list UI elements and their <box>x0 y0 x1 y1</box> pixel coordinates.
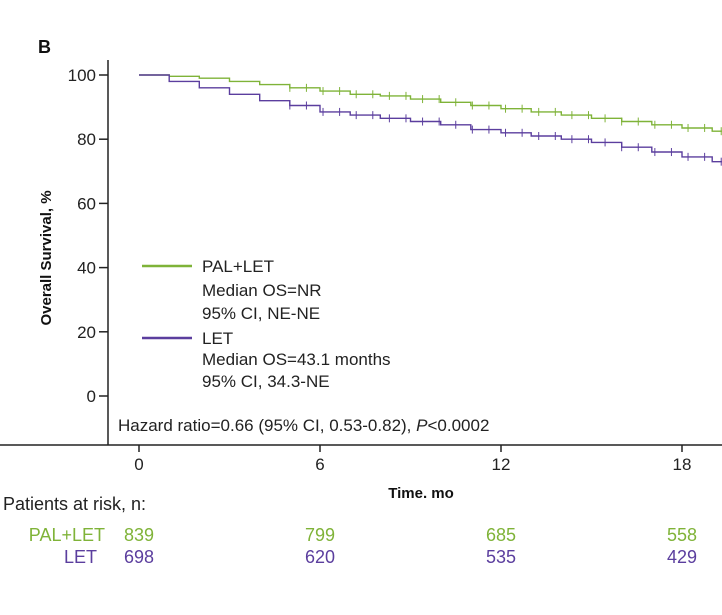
legend-pal-let-name: PAL+LET <box>202 257 274 276</box>
risk-value-pal-let: 558 <box>667 525 697 545</box>
survival-curves <box>139 74 722 166</box>
legend-let-name: LET <box>202 329 233 348</box>
risk-value-pal-let: 685 <box>486 525 516 545</box>
risk-value-let: 698 <box>124 547 154 567</box>
risk-value-let: 535 <box>486 547 516 567</box>
y-axis-label: Overall Survival, % <box>38 190 55 325</box>
survival-curve-let <box>139 74 722 163</box>
y-tick-label: 100 <box>68 66 96 85</box>
legend-pal-let-ci: 95% CI, NE-NE <box>202 304 320 323</box>
risk-value-let: 429 <box>667 547 697 567</box>
panel-label: B <box>38 37 51 57</box>
x-tick-label: 18 <box>673 455 692 474</box>
risk-row-label-let: LET <box>64 547 97 567</box>
y-tick-label: 20 <box>77 323 96 342</box>
censor-marks-pal-let <box>289 83 722 136</box>
risk-row-label-pal-let: PAL+LET <box>29 525 105 545</box>
hazard-ratio-annotation: Hazard ratio=0.66 (95% CI, 0.53-0.82), P… <box>118 416 489 435</box>
risk-value-pal-let: 839 <box>124 525 154 545</box>
x-tick-label: 6 <box>315 455 324 474</box>
risk-table-title: Patients at risk, n: <box>3 494 146 514</box>
risk-value-pal-let: 799 <box>305 525 335 545</box>
censor-marks-let <box>289 101 722 166</box>
legend-let-median: Median OS=43.1 months <box>202 350 391 369</box>
y-tick-label: 80 <box>77 130 96 149</box>
x-axis-label: Time. mo <box>388 485 454 502</box>
y-tick-label: 40 <box>77 259 96 278</box>
legend-pal-let-median: Median OS=NR <box>202 281 322 300</box>
x-tick-label: 0 <box>134 455 143 474</box>
legend: PAL+LET Median OS=NR 95% CI, NE-NE LET M… <box>142 257 391 391</box>
y-tick-label: 0 <box>87 387 96 406</box>
legend-let-ci: 95% CI, 34.3-NE <box>202 372 330 391</box>
y-tick-label: 60 <box>77 194 96 213</box>
axes <box>0 60 722 446</box>
risk-value-let: 620 <box>305 547 335 567</box>
survival-curve-pal-let <box>139 74 722 132</box>
tick-labels: 1008060402000612182430364248 <box>68 66 692 474</box>
risk-table: PAL+LET8397996855584233031979526LET69862… <box>29 525 697 567</box>
x-tick-label: 12 <box>492 455 511 474</box>
